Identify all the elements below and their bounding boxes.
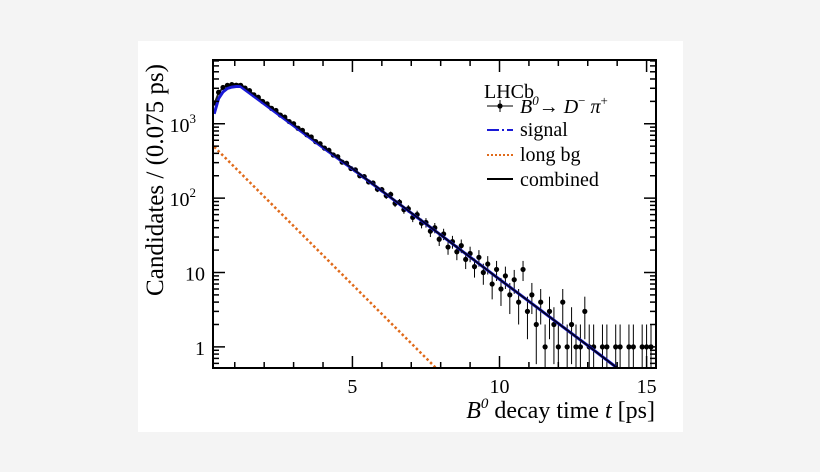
x-tick-label: 10 bbox=[490, 376, 510, 398]
data-point bbox=[436, 236, 442, 242]
data-point bbox=[529, 292, 535, 298]
data-point bbox=[582, 308, 588, 314]
y-tick-label: 103 bbox=[170, 111, 197, 137]
data-point bbox=[542, 344, 548, 350]
data-point bbox=[564, 344, 570, 350]
data-point bbox=[489, 281, 495, 287]
data-point bbox=[604, 344, 610, 350]
y-tick-label: 102 bbox=[170, 185, 197, 211]
data-point bbox=[577, 344, 584, 350]
data-point bbox=[573, 344, 579, 350]
data-point bbox=[445, 244, 451, 250]
legend-label-data: B0→ D− π+ bbox=[520, 93, 608, 118]
data-point bbox=[502, 273, 508, 279]
legend-entry-bg: long bg bbox=[487, 144, 581, 166]
data-point bbox=[498, 286, 504, 292]
y-tick-label: 1 bbox=[195, 338, 205, 360]
data-point bbox=[533, 321, 539, 328]
legend-data-marker bbox=[497, 103, 503, 109]
data-point bbox=[471, 264, 478, 270]
legend-entry-signal: signal bbox=[487, 119, 568, 141]
legend-label-combined: combined bbox=[520, 169, 599, 191]
data-point bbox=[568, 321, 575, 328]
data-point bbox=[507, 292, 513, 298]
data-point bbox=[516, 299, 522, 305]
long-bg-curve bbox=[213, 145, 438, 368]
combined-curve bbox=[213, 83, 618, 368]
data-point bbox=[639, 344, 645, 350]
data-point bbox=[524, 308, 531, 314]
y-tick-label: 10 bbox=[185, 264, 205, 286]
legend-entry-combined: combined bbox=[487, 169, 599, 191]
y-axis-label: Candidates / (0.075 ps) bbox=[142, 64, 169, 296]
legend-entry-data: B0→ D− π+ bbox=[487, 93, 608, 118]
data-point bbox=[630, 344, 636, 350]
data-point bbox=[551, 321, 557, 328]
data-point bbox=[463, 256, 469, 263]
data-point bbox=[493, 266, 500, 273]
data-point bbox=[617, 344, 623, 350]
data-point bbox=[626, 344, 632, 350]
data-point bbox=[613, 344, 619, 350]
data-point bbox=[480, 269, 486, 276]
legend-label-bg: long bg bbox=[520, 144, 581, 166]
data-point bbox=[454, 249, 460, 255]
data-point bbox=[476, 254, 482, 260]
x-axis-label: B0 decay time t [ps] bbox=[466, 396, 655, 424]
legend-header: LHCb bbox=[484, 81, 534, 103]
x-tick-label: 5 bbox=[347, 376, 357, 398]
data-point bbox=[555, 344, 561, 350]
data-point bbox=[560, 299, 566, 305]
data-point bbox=[599, 344, 606, 350]
data-point bbox=[538, 299, 544, 305]
legend-label-signal: signal bbox=[520, 119, 568, 141]
data-point bbox=[485, 261, 491, 267]
data-point bbox=[458, 243, 464, 249]
data-point bbox=[546, 308, 553, 314]
chart-panel bbox=[138, 41, 683, 432]
legend: LHCb B0→ D− π+ signal long bg combined bbox=[484, 81, 608, 191]
data-point bbox=[511, 277, 517, 283]
x-tick-label: 15 bbox=[637, 376, 657, 398]
data-point bbox=[520, 266, 526, 273]
